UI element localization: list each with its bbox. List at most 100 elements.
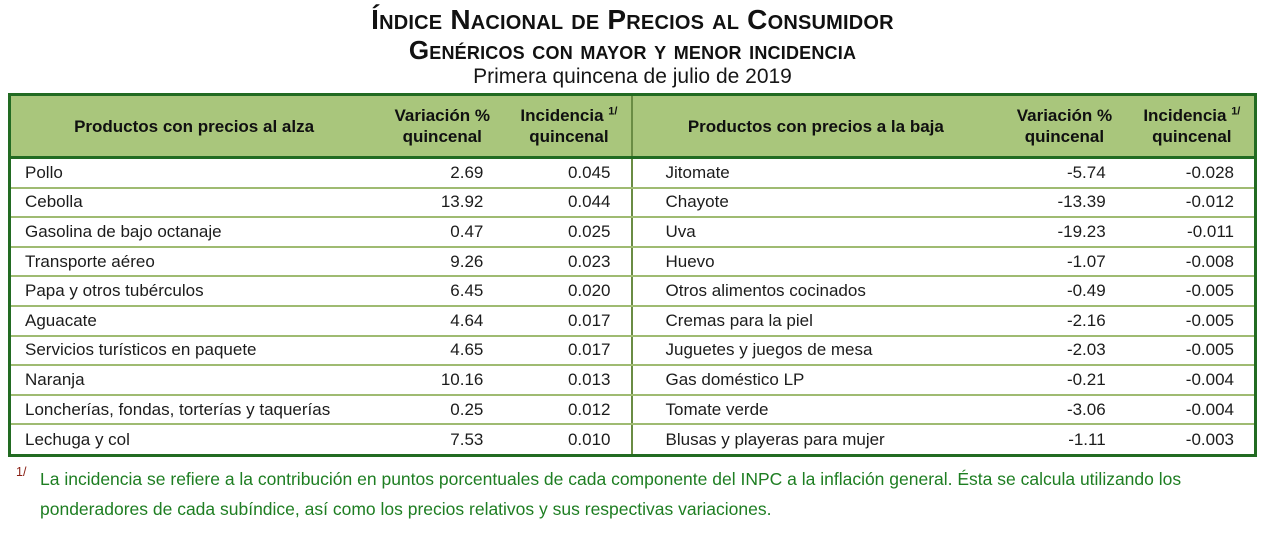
product-name-cell: Servicios turísticos en paquete: [11, 334, 378, 366]
product-name-cell: Pollo: [11, 157, 378, 188]
product-name-cell: Huevo: [632, 245, 1000, 277]
header-incidencia-line2: quincenal: [1152, 127, 1232, 147]
header-incidencia-baja: Incidencia 1/ quincenal: [1129, 95, 1254, 160]
table-row: Cremas para la piel -2.16 -0.005: [632, 304, 1254, 336]
variation-value-cell: -13.39: [999, 186, 1130, 218]
variation-value-cell: 13.92: [377, 186, 508, 218]
table-row: Cebolla 13.92 0.044: [11, 186, 632, 218]
header-incidencia-word: Incidencia: [1143, 105, 1227, 125]
header-incidencia-word: Incidencia: [520, 105, 604, 125]
incidence-value-cell: -0.005: [1129, 304, 1254, 336]
product-name-cell: Gasolina de bajo octanaje: [11, 216, 378, 247]
header-incidencia-alza: Incidencia 1/ quincenal: [507, 95, 632, 160]
product-name-cell: Aguacate: [11, 304, 378, 336]
incidence-value-cell: -0.004: [1129, 393, 1254, 425]
incidence-value-cell: 0.020: [507, 275, 632, 306]
product-name-cell: Gas doméstico LP: [632, 364, 1000, 395]
product-name-cell: Lechuga y col: [11, 423, 378, 454]
table-body-alza: Pollo 2.69 0.045 Cebolla 13.92 0.044 Gas…: [11, 157, 632, 454]
header-incidencia-line2: quincenal: [529, 127, 609, 147]
incidence-value-cell: 0.045: [507, 157, 632, 188]
product-name-cell: Papa y otros tubérculos: [11, 275, 378, 306]
product-name-cell: Otros alimentos cocinados: [632, 275, 1000, 306]
incidence-value-cell: 0.017: [507, 304, 632, 336]
table-row: Papa y otros tubérculos 6.45 0.020: [11, 275, 632, 306]
header-incidencia-line1: Incidencia 1/: [509, 105, 628, 126]
table-row: Pollo 2.69 0.045: [11, 157, 632, 188]
period-subtitle: Primera quincena de julio de 2019: [473, 65, 792, 89]
table-row: Juguetes y juegos de mesa -2.03 -0.005: [632, 334, 1254, 366]
incidence-value-cell: 0.023: [507, 245, 632, 277]
incidence-value-cell: 0.017: [507, 334, 632, 366]
header-variacion-baja: Variación % quincenal: [999, 95, 1130, 160]
table-row: Otros alimentos cocinados -0.49 -0.005: [632, 275, 1254, 306]
page-subtitle: Genéricos con mayor y menor incidencia: [408, 35, 857, 66]
table-header-row-baja: Productos con precios a la baja Variació…: [632, 95, 1254, 160]
table-row: Transporte aéreo 9.26 0.023: [11, 245, 632, 277]
variation-value-cell: -3.06: [999, 393, 1130, 425]
table-row: Chayote -13.39 -0.012: [632, 186, 1254, 218]
variation-value-cell: 0.47: [377, 216, 508, 247]
footnote-text: La incidencia se refiere a la contribuci…: [40, 468, 1182, 520]
variation-value-cell: -5.74: [999, 157, 1130, 188]
header-variacion-line2: quincenal: [402, 127, 482, 147]
product-name-cell: Tomate verde: [632, 393, 1000, 425]
incidence-value-cell: 0.025: [507, 216, 632, 247]
header-incidencia-line1: Incidencia 1/: [1132, 105, 1252, 126]
product-name-cell: Juguetes y juegos de mesa: [632, 334, 1000, 366]
table-row: Naranja 10.16 0.013: [11, 364, 632, 395]
footnote-ref-superscript: 1/: [608, 105, 618, 118]
table-row: Tomate verde -3.06 -0.004: [632, 393, 1254, 425]
variation-value-cell: -1.07: [999, 245, 1130, 277]
table-row: Huevo -1.07 -0.008: [632, 245, 1254, 277]
variation-value-cell: -0.49: [999, 275, 1130, 306]
incidence-value-cell: 0.013: [507, 364, 632, 395]
product-name-cell: Cebolla: [11, 186, 378, 218]
incidence-value-cell: 0.012: [507, 393, 632, 425]
variation-value-cell: 10.16: [377, 364, 508, 395]
footnote: 1/ La incidencia se refiere a la contrib…: [14, 464, 1255, 524]
product-name-cell: Chayote: [632, 186, 1000, 218]
variation-value-cell: 0.25: [377, 393, 508, 425]
incidence-value-cell: 0.044: [507, 186, 632, 218]
product-name-cell: Naranja: [11, 364, 378, 395]
incidence-value-cell: -0.005: [1129, 334, 1254, 366]
variation-value-cell: 9.26: [377, 245, 508, 277]
product-name-cell: Uva: [632, 216, 1000, 247]
table-row: Uva -19.23 -0.011: [632, 216, 1254, 247]
incidence-value-cell: -0.008: [1129, 245, 1254, 277]
table-row: Gasolina de bajo octanaje 0.47 0.025: [11, 216, 632, 247]
header-variacion-line1: Variación %: [1016, 105, 1113, 125]
table-row: Blusas y playeras para mujer -1.11 -0.00…: [632, 423, 1254, 454]
footnote-ref-superscript: 1/: [1231, 105, 1241, 118]
variation-value-cell: -2.16: [999, 304, 1130, 336]
incidence-value-cell: -0.005: [1129, 275, 1254, 306]
table-header-row-alza: Productos con precios al alza Variación …: [11, 95, 632, 160]
incidence-value-cell: -0.012: [1129, 186, 1254, 218]
incidence-table: Productos con precios al alza Variación …: [8, 92, 1257, 457]
incidence-value-cell: -0.003: [1129, 423, 1254, 454]
page-title: Índice Nacional de Precios al Consumidor: [371, 4, 894, 35]
table-precios-alza: Productos con precios al alza Variación …: [11, 95, 633, 454]
header-variacion-alza: Variación % quincenal: [377, 95, 508, 160]
incidence-value-cell: 0.010: [507, 423, 632, 454]
header-variacion-line2: quincenal: [1024, 127, 1105, 147]
variation-value-cell: 2.69: [377, 157, 508, 188]
product-name-cell: Cremas para la piel: [632, 304, 1000, 336]
variation-value-cell: -2.03: [999, 334, 1130, 366]
product-name-cell: Transporte aéreo: [11, 245, 378, 277]
variation-value-cell: -19.23: [999, 216, 1130, 247]
table-precios-baja: Productos con precios a la baja Variació…: [632, 95, 1254, 454]
variation-value-cell: 6.45: [377, 275, 508, 306]
incidence-value-cell: -0.011: [1129, 216, 1254, 247]
variation-value-cell: 4.64: [377, 304, 508, 336]
header-productos-baja: Productos con precios a la baja: [632, 95, 1000, 160]
variation-value-cell: -0.21: [999, 364, 1130, 395]
title-block: Índice Nacional de Precios al Consumidor…: [0, 0, 1265, 89]
product-name-cell: Blusas y playeras para mujer: [632, 423, 1000, 454]
header-variacion-line1: Variación %: [394, 105, 490, 125]
header-productos-alza: Productos con precios al alza: [11, 95, 378, 160]
table-row: Jitomate -5.74 -0.028: [632, 157, 1254, 188]
product-name-cell: Jitomate: [632, 157, 1000, 188]
